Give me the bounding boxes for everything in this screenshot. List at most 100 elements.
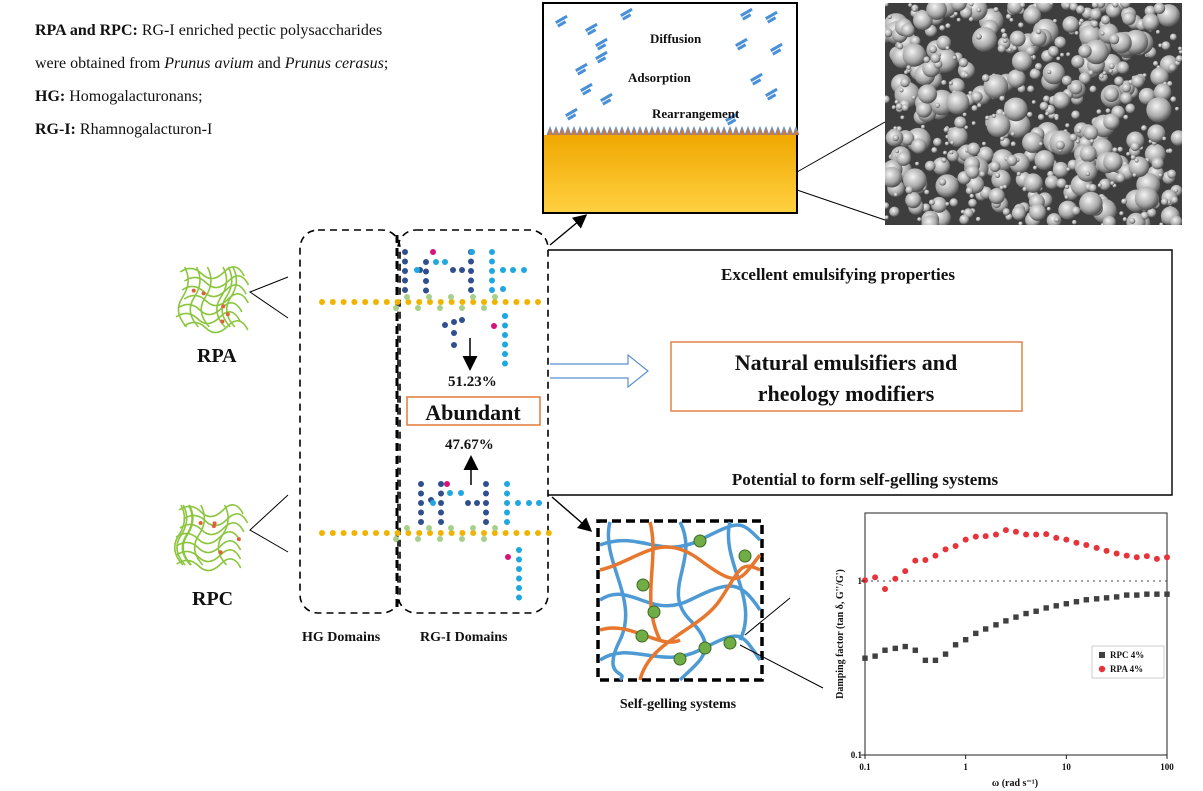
droplet bbox=[1088, 184, 1097, 192]
label-rearrangement: Rearrangement bbox=[652, 106, 740, 121]
droplet bbox=[1100, 15, 1111, 25]
rhamnose-unit bbox=[481, 305, 487, 311]
droplet bbox=[1052, 18, 1057, 24]
droplet bbox=[1016, 171, 1021, 176]
side-chain-unit bbox=[442, 322, 448, 328]
side-chain-unit bbox=[468, 268, 474, 274]
molecule-segment bbox=[770, 16, 777, 22]
droplet bbox=[941, 157, 947, 163]
backbone-unit bbox=[470, 530, 477, 536]
droplet bbox=[1103, 152, 1123, 172]
data-point-rpc bbox=[962, 636, 969, 643]
network-strand bbox=[216, 266, 228, 328]
adsorbed-molecule bbox=[702, 125, 710, 136]
molecule-segment bbox=[590, 28, 597, 34]
droplet bbox=[991, 113, 996, 118]
droplet bbox=[1035, 3, 1054, 13]
adsorbed-molecule bbox=[612, 125, 620, 136]
backbone-unit bbox=[340, 530, 347, 536]
droplet bbox=[1054, 36, 1067, 49]
side-chain-unit bbox=[483, 481, 489, 487]
droplet bbox=[1019, 3, 1026, 8]
droplet bbox=[979, 171, 986, 177]
droplet bbox=[941, 79, 947, 86]
backbone-unit bbox=[319, 299, 325, 305]
data-point-rpa bbox=[892, 575, 899, 582]
molecule-icon bbox=[575, 62, 588, 76]
droplet bbox=[1126, 151, 1131, 156]
legend-label-rpc: RPC 4% bbox=[1110, 650, 1144, 660]
droplet bbox=[1109, 34, 1120, 45]
side-chain-unit bbox=[516, 575, 522, 582]
side-chain-unit bbox=[504, 490, 510, 497]
hollow-arrow-icon bbox=[550, 353, 649, 389]
data-point-rpa bbox=[1164, 554, 1170, 561]
data-point-rpc bbox=[882, 647, 888, 653]
rpa-network-icon bbox=[175, 266, 250, 334]
droplet bbox=[975, 33, 982, 40]
crosslink bbox=[218, 550, 223, 555]
droplet bbox=[1069, 81, 1083, 95]
adsorbed-molecule bbox=[768, 125, 776, 136]
side-chain-unit bbox=[458, 490, 464, 496]
droplet bbox=[1159, 222, 1164, 225]
droplet bbox=[948, 78, 965, 95]
molecule-segment bbox=[775, 48, 782, 54]
adsorbed-molecule bbox=[606, 125, 614, 136]
droplet bbox=[885, 3, 889, 7]
droplet bbox=[1037, 114, 1045, 121]
adsorbed-molecule bbox=[684, 125, 692, 136]
backbone-unit bbox=[513, 299, 520, 305]
droplet bbox=[993, 7, 999, 13]
species: Prunus avium bbox=[164, 55, 254, 72]
hg-domain-box bbox=[299, 229, 401, 614]
data-point-rpc bbox=[1023, 610, 1029, 617]
droplet bbox=[1134, 186, 1159, 211]
zoom-line bbox=[744, 597, 791, 636]
droplet bbox=[1151, 157, 1164, 170]
legend-marker-rpc bbox=[1099, 652, 1105, 658]
droplet bbox=[1131, 75, 1145, 88]
abundant-label: Abundant bbox=[425, 400, 521, 425]
droplet bbox=[999, 185, 1004, 190]
droplet bbox=[977, 103, 982, 108]
crosslink bbox=[191, 288, 196, 293]
arrow-to-gel bbox=[551, 496, 593, 532]
droplet bbox=[1064, 195, 1069, 200]
droplet bbox=[1071, 206, 1081, 216]
droplet bbox=[1078, 72, 1091, 85]
droplet bbox=[1146, 97, 1172, 123]
data-point-rpc bbox=[1073, 599, 1080, 605]
droplet bbox=[954, 116, 967, 129]
side-chain-unit bbox=[423, 287, 429, 294]
droplet bbox=[981, 74, 990, 82]
definition-rgi: RG-I: Rhamnogalacturon-I bbox=[35, 113, 388, 146]
side-chain-unit bbox=[402, 258, 408, 265]
text: and bbox=[253, 55, 285, 72]
droplet bbox=[1018, 221, 1023, 225]
molecule-segment bbox=[626, 7, 633, 13]
side-chain-unit bbox=[402, 268, 408, 274]
droplet bbox=[963, 73, 969, 78]
droplet bbox=[1011, 206, 1026, 221]
droplet bbox=[1035, 28, 1042, 35]
text: were obtained from bbox=[35, 55, 165, 72]
droplet bbox=[1112, 147, 1118, 153]
droplet bbox=[900, 115, 905, 120]
adsorbed-molecule bbox=[678, 125, 686, 136]
molecule-segment bbox=[571, 107, 578, 113]
side-chain-unit bbox=[418, 519, 424, 525]
droplet bbox=[1134, 158, 1139, 163]
droplet bbox=[1105, 108, 1111, 114]
droplet bbox=[1147, 124, 1166, 143]
droplet bbox=[1097, 183, 1102, 188]
x-tick-label: 10 bbox=[1062, 762, 1072, 772]
backbone-unit bbox=[524, 530, 531, 536]
side-chain-unit bbox=[468, 277, 474, 284]
molecule-segment bbox=[771, 87, 778, 93]
droplet bbox=[895, 103, 903, 110]
rhamnose-unit bbox=[459, 305, 465, 311]
polymer-strand bbox=[606, 521, 628, 682]
droplet bbox=[1007, 69, 1026, 88]
droplet bbox=[1167, 148, 1173, 154]
